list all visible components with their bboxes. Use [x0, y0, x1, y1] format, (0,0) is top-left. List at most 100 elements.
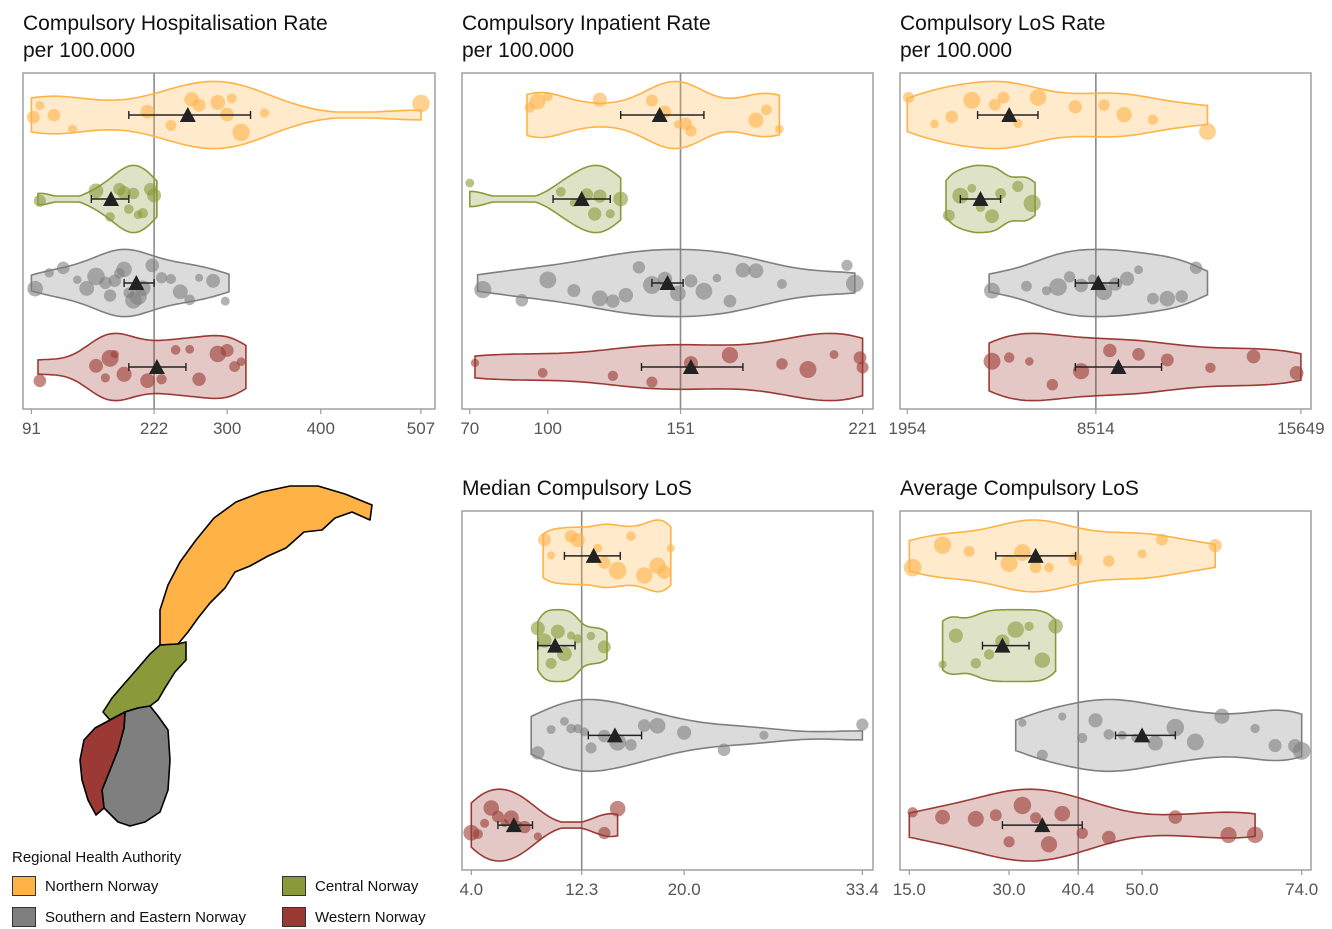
data-point — [649, 717, 666, 734]
data-point — [172, 284, 188, 300]
data-point — [546, 725, 556, 735]
data-point — [1076, 827, 1088, 839]
x-tick-label: 151 — [666, 419, 694, 438]
data-point — [579, 727, 589, 737]
data-point — [1159, 290, 1176, 307]
mean-marker — [994, 637, 1011, 653]
x-tick-label: 1954 — [888, 419, 926, 438]
data-point — [566, 723, 576, 734]
map-region-northern-norway — [159, 485, 373, 646]
data-point — [1048, 618, 1063, 634]
x-tick-label: 4.0 — [459, 880, 483, 899]
violin-shape — [530, 698, 864, 773]
plot-frame — [461, 510, 874, 871]
data-point — [1134, 265, 1143, 275]
data-point — [99, 276, 112, 290]
chart-title: Compulsory LoS Rate — [900, 12, 1105, 35]
mean-marker — [1090, 275, 1107, 290]
data-point — [593, 189, 607, 203]
chart-title: Average Compulsory LoS — [900, 477, 1139, 500]
data-point — [1041, 286, 1052, 296]
data-point — [645, 94, 658, 107]
data-point — [88, 183, 104, 199]
chart-title: Compulsory Inpatient Rate — [462, 12, 711, 35]
legend-swatch — [12, 876, 36, 896]
data-point — [597, 640, 611, 654]
data-point — [220, 296, 230, 306]
data-point — [933, 536, 952, 554]
data-point — [685, 125, 697, 137]
series-western-norway — [470, 332, 869, 402]
data-point — [985, 209, 999, 224]
legend-item-southern-eastern-norway: Southern and Eastern Norway — [12, 907, 246, 927]
data-point — [695, 282, 713, 300]
series-central-norway — [33, 164, 162, 234]
data-point — [33, 374, 47, 388]
data-point — [210, 94, 226, 110]
x-tick-label: 91 — [22, 419, 41, 438]
data-point — [184, 294, 196, 306]
data-point — [537, 367, 548, 378]
legend-item-northern-norway: Northern Norway — [12, 876, 158, 896]
data-point — [856, 718, 869, 731]
data-point — [935, 809, 950, 825]
data-point — [1246, 349, 1261, 364]
data-point — [412, 94, 430, 113]
data-point — [57, 261, 70, 275]
data-point — [491, 810, 504, 823]
data-point — [1074, 278, 1088, 293]
data-point — [988, 98, 1001, 111]
data-point — [1156, 533, 1168, 546]
data-point — [206, 273, 221, 288]
data-point — [560, 716, 569, 726]
x-tick-label: 8514 — [1077, 419, 1115, 438]
data-point — [853, 351, 867, 365]
data-point — [165, 273, 177, 285]
data-point — [735, 262, 751, 278]
data-point — [470, 358, 480, 368]
data-point — [1189, 261, 1203, 274]
data-point — [1103, 343, 1117, 358]
data-point — [474, 281, 492, 299]
series-southern-and-eastern-norway — [474, 248, 864, 318]
data-point — [613, 191, 628, 207]
data-point — [632, 261, 646, 274]
data-point — [945, 110, 959, 124]
data-point — [156, 374, 167, 385]
data-point — [759, 730, 769, 740]
data-point — [1147, 735, 1163, 751]
data-point — [1250, 723, 1260, 734]
mean-marker — [1110, 359, 1127, 374]
series-central-norway — [938, 608, 1063, 683]
series-western-norway — [463, 788, 626, 862]
data-point — [942, 209, 955, 222]
data-point — [1205, 362, 1216, 374]
data-point — [44, 268, 54, 278]
data-point — [27, 280, 43, 297]
chart-panel-2: Compulsory Inpatient Rate per 100.000 70 10… — [460, 12, 876, 438]
violin-shape — [470, 788, 619, 862]
legend-label: Northern Norway — [45, 877, 159, 895]
data-point — [1054, 805, 1071, 822]
data-point — [140, 373, 155, 388]
x-tick-label: 20.0 — [668, 880, 701, 899]
data-point — [567, 631, 576, 640]
data-point — [1289, 366, 1304, 380]
data-point — [598, 556, 611, 569]
legend-item-western-norway: Western Norway — [282, 907, 426, 927]
data-point — [155, 272, 168, 284]
data-point — [1049, 278, 1067, 296]
data-point — [117, 185, 131, 200]
data-point — [684, 274, 698, 288]
data-point — [518, 820, 531, 834]
x-tick-label: 30.0 — [993, 880, 1026, 899]
legend-label: Central Norway — [315, 877, 419, 895]
data-point — [608, 561, 627, 580]
data-point — [140, 104, 155, 119]
mean-marker — [1027, 547, 1044, 563]
data-point — [124, 204, 134, 214]
data-point — [970, 658, 982, 669]
data-point — [717, 743, 731, 757]
legend-title: Regional Health Authority — [12, 849, 182, 866]
chart-title: per 100.000 — [900, 39, 1012, 62]
